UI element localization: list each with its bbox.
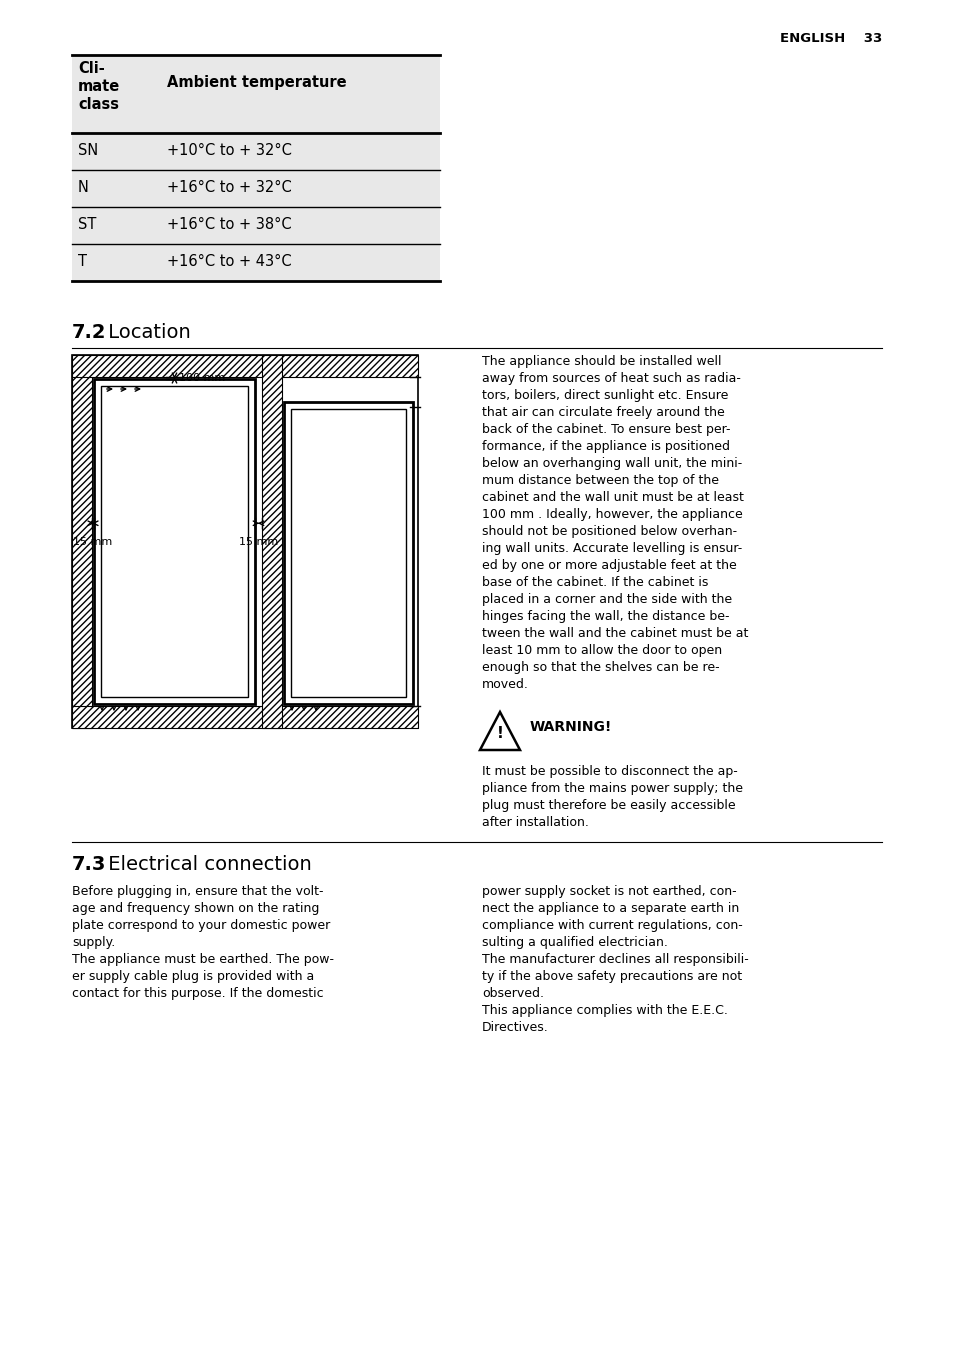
Text: compliance with current regulations, con-: compliance with current regulations, con… xyxy=(481,919,742,932)
Text: age and frequency shown on the rating: age and frequency shown on the rating xyxy=(71,902,319,915)
Text: T: T xyxy=(78,254,87,269)
Text: ing wall units. Accurate levelling is ensur-: ing wall units. Accurate levelling is en… xyxy=(481,542,741,556)
Text: sulting a qualified electrician.: sulting a qualified electrician. xyxy=(481,936,667,949)
Text: The appliance must be earthed. The pow-: The appliance must be earthed. The pow- xyxy=(71,953,334,965)
Text: 100 mm . Ideally, however, the appliance: 100 mm . Ideally, however, the appliance xyxy=(481,508,742,521)
Text: Directives.: Directives. xyxy=(481,1021,548,1034)
Text: 100 mm: 100 mm xyxy=(179,373,226,383)
Text: formance, if the appliance is positioned: formance, if the appliance is positioned xyxy=(481,439,729,453)
Text: contact for this purpose. If the domestic: contact for this purpose. If the domesti… xyxy=(71,987,323,1000)
Bar xyxy=(71,356,91,727)
Text: placed in a corner and the side with the: placed in a corner and the side with the xyxy=(481,594,731,606)
Bar xyxy=(284,402,413,704)
Text: observed.: observed. xyxy=(481,987,543,1000)
Text: moved.: moved. xyxy=(481,677,528,691)
Text: +10°C to + 32°C: +10°C to + 32°C xyxy=(167,143,292,158)
Text: away from sources of heat such as radia-: away from sources of heat such as radia- xyxy=(481,372,740,385)
Bar xyxy=(71,356,417,377)
Bar xyxy=(94,379,254,704)
Bar xyxy=(71,207,439,243)
Text: tors, boilers, direct sunlight etc. Ensure: tors, boilers, direct sunlight etc. Ensu… xyxy=(481,389,727,402)
Text: power supply socket is not earthed, con-: power supply socket is not earthed, con- xyxy=(481,886,736,898)
Text: +16°C to + 32°C: +16°C to + 32°C xyxy=(167,180,292,195)
Text: ENGLISH    33: ENGLISH 33 xyxy=(779,32,882,45)
Text: N: N xyxy=(78,180,89,195)
Text: mum distance between the top of the: mum distance between the top of the xyxy=(481,475,719,487)
Text: back of the cabinet. To ensure best per-: back of the cabinet. To ensure best per- xyxy=(481,423,730,435)
Text: that air can circulate freely around the: that air can circulate freely around the xyxy=(481,406,724,419)
Text: Cli-
mate
class: Cli- mate class xyxy=(78,61,120,112)
Text: plate correspond to your domestic power: plate correspond to your domestic power xyxy=(71,919,330,932)
Text: ty if the above safety precautions are not: ty if the above safety precautions are n… xyxy=(481,969,741,983)
Text: This appliance complies with the E.E.C.: This appliance complies with the E.E.C. xyxy=(481,1005,727,1017)
Bar xyxy=(71,170,439,207)
Text: plug must therefore be easily accessible: plug must therefore be easily accessible xyxy=(481,799,735,813)
Text: +16°C to + 38°C: +16°C to + 38°C xyxy=(167,218,292,233)
Bar xyxy=(71,243,439,281)
Text: should not be positioned below overhan-: should not be positioned below overhan- xyxy=(481,525,737,538)
Text: !: ! xyxy=(497,726,503,741)
Bar xyxy=(291,410,406,698)
Text: supply.: supply. xyxy=(71,936,115,949)
Polygon shape xyxy=(479,713,519,750)
Text: Ambient temperature: Ambient temperature xyxy=(167,74,346,91)
Text: nect the appliance to a separate earth in: nect the appliance to a separate earth i… xyxy=(481,902,739,915)
Text: er supply cable plug is provided with a: er supply cable plug is provided with a xyxy=(71,969,314,983)
Text: base of the cabinet. If the cabinet is: base of the cabinet. If the cabinet is xyxy=(481,576,708,589)
Text: Location: Location xyxy=(102,323,191,342)
Text: pliance from the mains power supply; the: pliance from the mains power supply; the xyxy=(481,781,742,795)
Text: Electrical connection: Electrical connection xyxy=(102,854,312,873)
Text: Before plugging in, ensure that the volt-: Before plugging in, ensure that the volt… xyxy=(71,886,323,898)
Text: after installation.: after installation. xyxy=(481,817,588,829)
Bar xyxy=(71,132,439,170)
Text: The appliance should be installed well: The appliance should be installed well xyxy=(481,356,720,368)
Text: 15 mm: 15 mm xyxy=(238,537,278,548)
Bar xyxy=(71,706,417,727)
Bar xyxy=(101,387,248,698)
Bar xyxy=(262,356,282,727)
Text: below an overhanging wall unit, the mini-: below an overhanging wall unit, the mini… xyxy=(481,457,741,470)
Text: least 10 mm to allow the door to open: least 10 mm to allow the door to open xyxy=(481,644,721,657)
Text: The manufacturer declines all responsibili-: The manufacturer declines all responsibi… xyxy=(481,953,748,965)
Text: WARNING!: WARNING! xyxy=(530,721,612,734)
Text: SN: SN xyxy=(78,143,98,158)
Text: tween the wall and the cabinet must be at: tween the wall and the cabinet must be a… xyxy=(481,627,747,639)
Bar xyxy=(71,356,417,727)
Text: hinges facing the wall, the distance be-: hinges facing the wall, the distance be- xyxy=(481,610,729,623)
Text: ST: ST xyxy=(78,218,96,233)
Text: 7.3: 7.3 xyxy=(71,854,107,873)
Text: cabinet and the wall unit must be at least: cabinet and the wall unit must be at lea… xyxy=(481,491,743,504)
Bar xyxy=(71,55,439,132)
Text: ed by one or more adjustable feet at the: ed by one or more adjustable feet at the xyxy=(481,558,736,572)
Text: 7.2: 7.2 xyxy=(71,323,107,342)
Text: +16°C to + 43°C: +16°C to + 43°C xyxy=(167,254,292,269)
Text: enough so that the shelves can be re-: enough so that the shelves can be re- xyxy=(481,661,719,675)
Text: 15 mm: 15 mm xyxy=(73,537,112,548)
Text: It must be possible to disconnect the ap-: It must be possible to disconnect the ap… xyxy=(481,765,737,777)
